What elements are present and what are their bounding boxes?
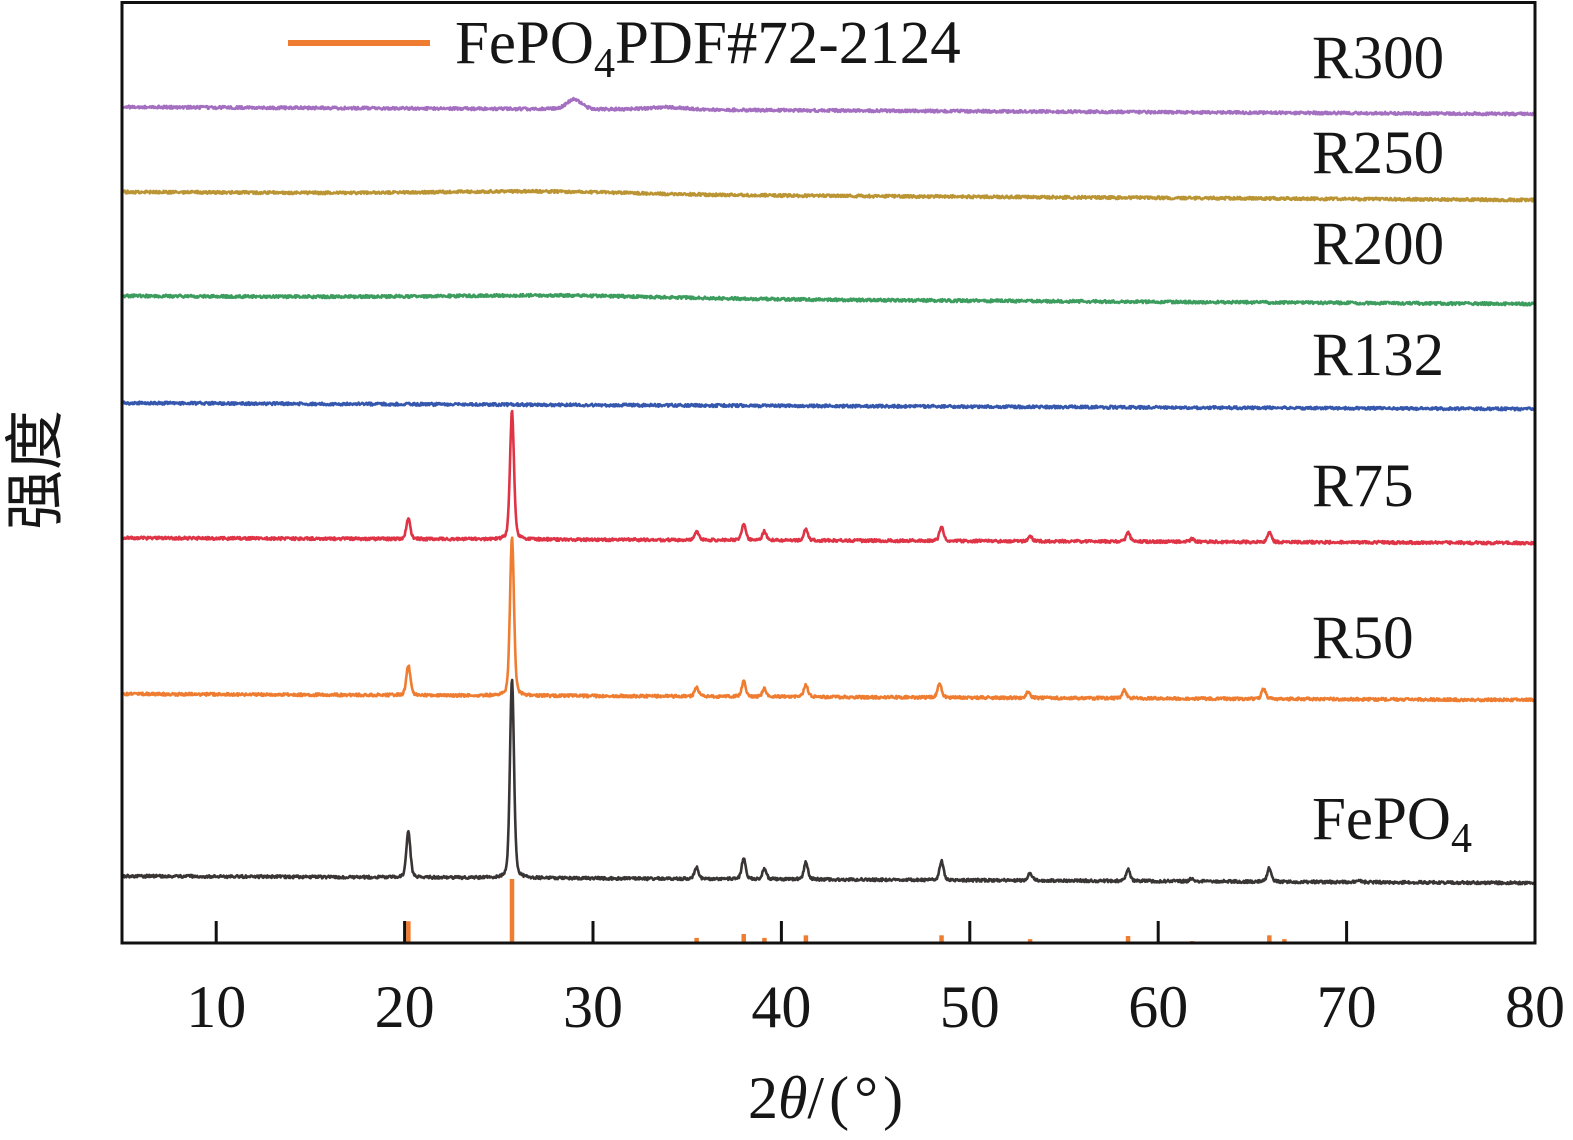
series-label-R75: R75 (1312, 453, 1414, 520)
series-line-FePO4 (122, 678, 1536, 886)
x-tick-label: 20 (375, 974, 435, 1040)
series-label-R250: R250 (1312, 120, 1444, 187)
series-label-R50: R50 (1312, 605, 1414, 672)
plot-frame (120, 1, 1537, 945)
legend-label-subscript: 4 (594, 41, 615, 87)
series-line-R50 (122, 536, 1536, 703)
x-tick-label: 80 (1505, 974, 1565, 1040)
x-axis-label: 2θ/(°) (748, 1065, 908, 1131)
series-label-FePO4: FePO4 (1312, 786, 1472, 862)
series-label-R200: R200 (1312, 211, 1444, 278)
series-line-R200 (122, 292, 1536, 307)
series-label-R132: R132 (1312, 322, 1444, 389)
x-tick-label: 30 (563, 974, 623, 1040)
series-label-text: R75 (1312, 453, 1414, 520)
series-label-text: R50 (1312, 605, 1414, 672)
x-axis-label-unit: /(°) (807, 1065, 908, 1131)
series-line-R132 (122, 400, 1536, 412)
x-axis-label-theta: θ (778, 1065, 807, 1131)
series-label-text: FePO (1312, 786, 1451, 853)
x-tick-label: 50 (940, 974, 1000, 1040)
series-line-R75 (122, 409, 1536, 546)
x-tick-label: 10 (186, 974, 246, 1040)
series-label-subscript: 4 (1451, 816, 1472, 862)
x-axis-ticks: 10 20 30 40 50 60 70 80 (186, 921, 1565, 1040)
x-tick-label: 70 (1317, 974, 1377, 1040)
series-label-R300: R300 (1312, 25, 1444, 92)
series-label-text: R250 (1312, 120, 1444, 187)
reference-sticks (406, 879, 1287, 943)
y-axis-label: 强度 (3, 410, 69, 530)
x-tick-label: 60 (1128, 974, 1188, 1040)
legend-label: FePO4PDF#72-2124 (455, 10, 961, 87)
legend: FePO4PDF#72-2124 (288, 10, 961, 87)
series-traces (122, 96, 1536, 886)
series-label-text: R132 (1312, 322, 1444, 389)
legend-label-main: FePO (455, 10, 594, 77)
series-line-R300 (122, 96, 1536, 117)
legend-label-tail: PDF#72-2124 (615, 10, 961, 77)
x-axis-label-number: 2 (748, 1065, 778, 1131)
series-label-text: R200 (1312, 211, 1444, 278)
series-labels: R300 R250 R200 R132 R75 R50 FePO4 (1312, 25, 1472, 862)
series-label-text: R300 (1312, 25, 1444, 92)
series-line-R250 (122, 188, 1536, 203)
x-tick-label: 40 (751, 974, 811, 1040)
